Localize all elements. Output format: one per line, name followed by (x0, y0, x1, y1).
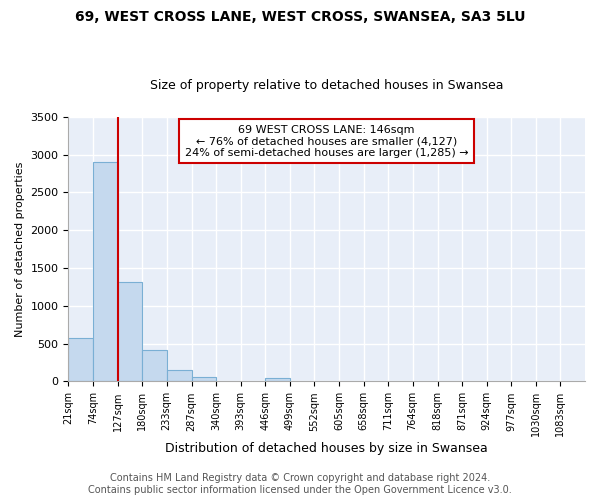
Bar (191, 376, 216, 382)
Text: Contains HM Land Registry data © Crown copyright and database right 2024.
Contai: Contains HM Land Registry data © Crown c… (88, 474, 512, 495)
X-axis label: Distribution of detached houses by size in Swansea: Distribution of detached houses by size … (166, 442, 488, 455)
Bar (93, 162, 118, 382)
Bar (142, 350, 167, 382)
Text: 69 WEST CROSS LANE: 146sqm
← 76% of detached houses are smaller (4,127)
24% of s: 69 WEST CROSS LANE: 146sqm ← 76% of deta… (185, 124, 469, 158)
Bar (167, 370, 191, 382)
Bar (265, 378, 290, 382)
Bar (68, 338, 93, 382)
Bar (118, 282, 142, 382)
Title: Size of property relative to detached houses in Swansea: Size of property relative to detached ho… (150, 79, 503, 92)
Y-axis label: Number of detached properties: Number of detached properties (15, 162, 25, 337)
Text: 69, WEST CROSS LANE, WEST CROSS, SWANSEA, SA3 5LU: 69, WEST CROSS LANE, WEST CROSS, SWANSEA… (75, 10, 525, 24)
